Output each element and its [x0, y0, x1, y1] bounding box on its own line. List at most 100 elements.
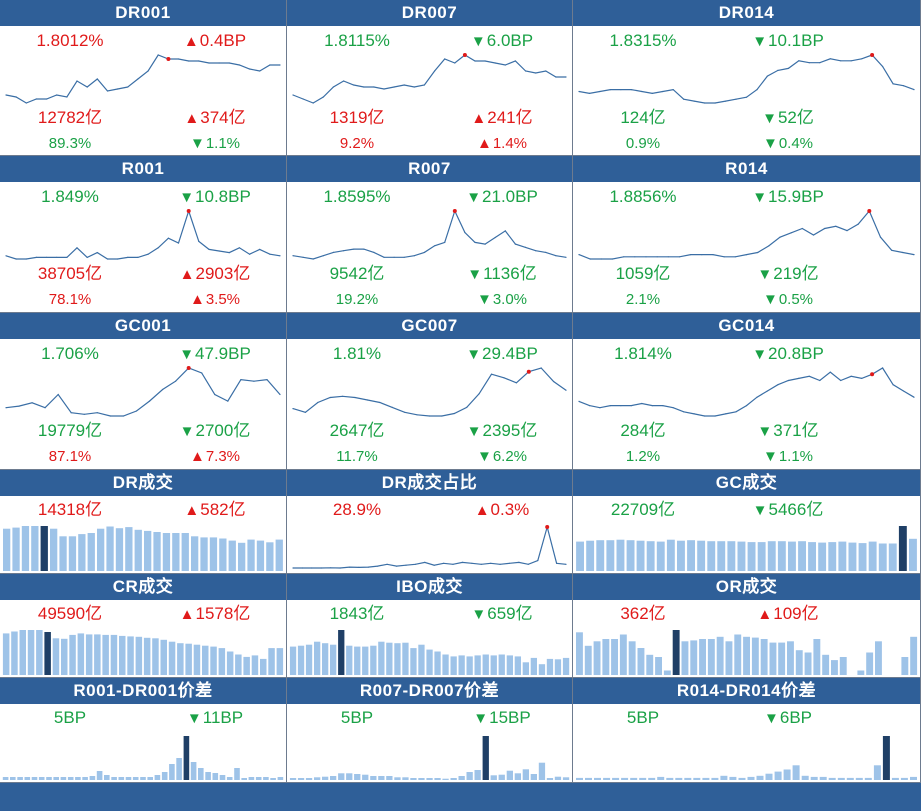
bar	[297, 778, 305, 780]
data-point	[683, 98, 685, 100]
bar	[193, 644, 201, 675]
rate-change: ▼10.1BP	[752, 31, 824, 52]
data-point	[5, 255, 7, 257]
volume-change: ▼2395亿	[467, 421, 538, 442]
data-point	[46, 98, 48, 100]
panel-or: OR成交 362亿 ▲109亿	[573, 574, 921, 678]
data-point	[508, 562, 511, 564]
bar	[297, 645, 305, 675]
data-point	[490, 373, 493, 375]
metric-value: 22709亿	[611, 500, 675, 520]
bar	[410, 648, 417, 675]
bar	[630, 777, 638, 780]
bar	[59, 536, 67, 571]
volume-value: 2647亿	[330, 421, 385, 441]
data-point	[678, 256, 681, 258]
data-point	[76, 247, 78, 249]
data-point	[777, 69, 779, 71]
bar-highlight	[672, 630, 680, 675]
bar	[362, 774, 369, 780]
bar	[593, 641, 601, 675]
data-point	[343, 250, 345, 252]
panel-title: R014	[573, 156, 920, 182]
data-point	[714, 415, 716, 417]
panel-title: R007-DR007价差	[287, 678, 572, 704]
bar-highlight	[183, 736, 190, 780]
data-point	[218, 62, 220, 64]
rate-change-value: 10.8BP	[195, 187, 251, 206]
share-change-value: 0.5%	[778, 291, 814, 308]
data-point	[137, 256, 139, 258]
bar	[586, 540, 595, 571]
triangle-up-icon: ▲	[476, 135, 492, 152]
bar	[810, 776, 818, 780]
data-point	[651, 405, 653, 407]
triangle-down-icon: ▼	[764, 710, 779, 727]
bar	[38, 777, 45, 780]
data-point	[672, 89, 674, 91]
metric-value: 14318亿	[38, 500, 102, 520]
data-point	[892, 384, 894, 386]
data-point	[339, 567, 341, 569]
data-point	[662, 405, 664, 407]
bar	[52, 638, 60, 675]
bar	[2, 633, 10, 675]
data-point	[444, 241, 446, 243]
volume-value: 38705亿	[38, 264, 102, 284]
bar	[546, 778, 554, 780]
bar	[177, 643, 184, 675]
bar	[777, 541, 786, 571]
data-point	[175, 380, 177, 382]
data-point	[474, 60, 476, 62]
panel-title: R014-DR014价差	[573, 678, 920, 704]
share-value: 1.2%	[626, 447, 660, 467]
bar	[322, 776, 329, 780]
bar	[209, 537, 218, 571]
bar	[270, 778, 276, 780]
bar	[554, 776, 562, 780]
bar	[75, 777, 81, 780]
panel-title: GC007	[287, 313, 572, 339]
data-point	[735, 411, 737, 413]
bar	[729, 776, 737, 780]
bar	[378, 641, 385, 675]
bar	[235, 654, 242, 675]
data-point	[15, 258, 17, 260]
triangle-down-icon: ▼	[752, 502, 768, 519]
bar	[140, 777, 146, 780]
data-point	[757, 251, 759, 254]
data-point	[840, 379, 842, 382]
volume-change: ▲2903亿	[180, 264, 251, 285]
data-point	[167, 237, 169, 239]
bar-highlight	[40, 526, 48, 571]
data-point	[578, 90, 580, 93]
rate-value: 1.8115%	[324, 31, 390, 51]
bar	[168, 641, 176, 675]
data-point	[56, 94, 58, 96]
bar	[241, 778, 247, 780]
bar	[226, 777, 233, 780]
bar	[370, 776, 377, 780]
data-point	[377, 565, 379, 567]
peak-point	[186, 366, 191, 370]
bar	[212, 773, 219, 780]
metric-change: ▼11BP	[187, 708, 243, 729]
bar	[888, 543, 897, 571]
bar	[611, 639, 618, 675]
data-point	[494, 236, 496, 239]
rate-change: ▲0.4BP	[184, 31, 246, 52]
data-point	[157, 247, 159, 249]
data-point	[127, 86, 129, 88]
bar	[616, 539, 625, 571]
data-point	[779, 236, 781, 238]
panel-title: GC001	[0, 313, 286, 339]
bar	[530, 657, 537, 675]
triangle-down-icon: ▼	[752, 33, 768, 50]
data-point	[913, 89, 915, 91]
data-point	[466, 406, 468, 408]
data-point	[490, 562, 492, 564]
peak-point	[870, 372, 875, 377]
data-point	[25, 102, 27, 104]
data-point	[693, 100, 695, 102]
bar	[655, 657, 662, 675]
